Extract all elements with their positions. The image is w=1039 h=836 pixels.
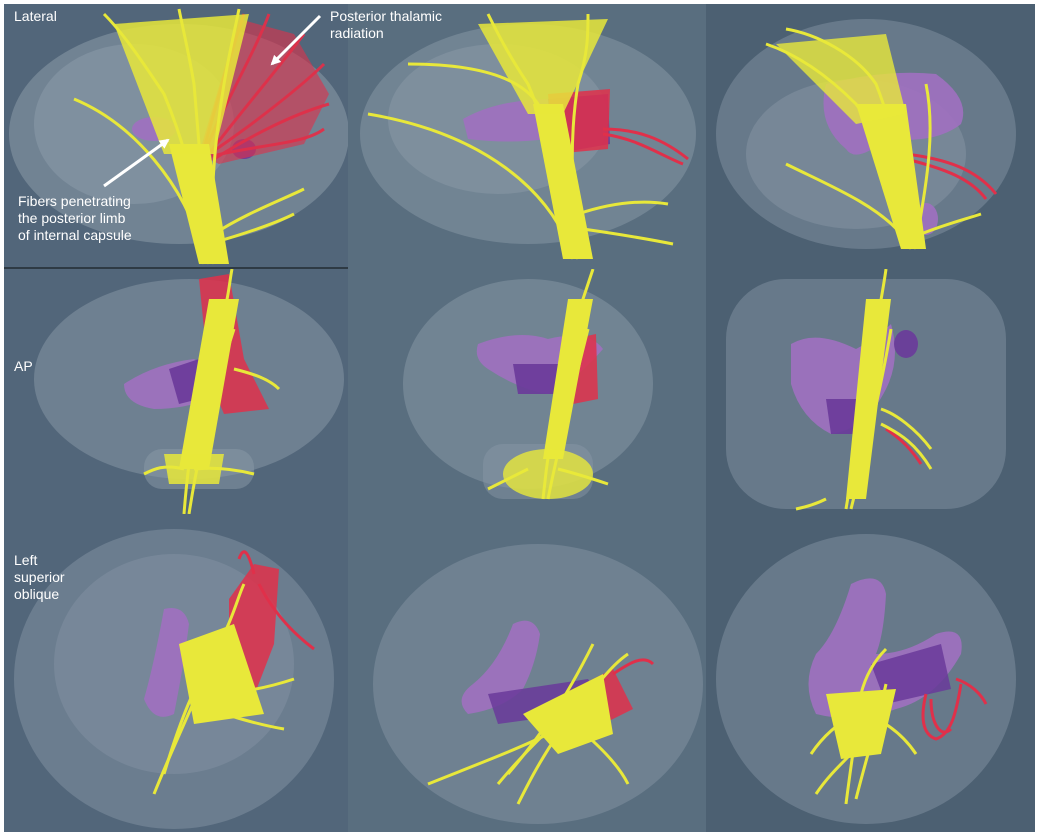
panel-oblique-1 bbox=[4, 514, 348, 832]
brain-render-ap-3 bbox=[726, 269, 1006, 511]
brain-render-oblique-3 bbox=[716, 534, 1016, 824]
thalamic-radiation-fibers bbox=[602, 127, 689, 166]
corticospinal-bundle bbox=[543, 299, 593, 459]
ventricle-shape bbox=[871, 644, 951, 704]
brain-surface bbox=[373, 544, 703, 824]
thalamic-radiation-fibers bbox=[921, 677, 988, 741]
corticospinal-bundle bbox=[179, 299, 239, 469]
row-label-ap: AP bbox=[14, 358, 33, 374]
thalamic-radiation-fibers bbox=[612, 658, 655, 676]
corticospinal-bundle bbox=[533, 104, 593, 259]
corticospinal-bundle bbox=[523, 674, 613, 754]
panel-ap-2 bbox=[348, 269, 706, 514]
annotation-posterior-thalamic: Posterior thalamic radiation bbox=[330, 8, 443, 41]
corticospinal-bundle bbox=[169, 144, 229, 264]
corticospinal-fan bbox=[478, 19, 608, 114]
ventricle-shape bbox=[894, 330, 918, 358]
ventricle-shape bbox=[513, 364, 563, 394]
brain-render-lateral-3 bbox=[716, 19, 1016, 250]
panel-oblique-2 bbox=[348, 514, 706, 832]
panel-ap-1 bbox=[4, 269, 348, 514]
thalamic-radiation-fibers bbox=[905, 152, 998, 200]
annotation-internal-capsule: Fibers penetrating the posterior limb of… bbox=[18, 193, 132, 243]
brain-render-oblique-2 bbox=[373, 544, 703, 824]
corticospinal-base bbox=[503, 449, 593, 499]
brain-render-ap-1 bbox=[34, 269, 344, 514]
brain-render-oblique-1 bbox=[14, 529, 334, 829]
corticospinal-bundle bbox=[856, 104, 926, 249]
panel-oblique-3 bbox=[706, 514, 1035, 832]
row-label-oblique: Left superior oblique bbox=[14, 552, 65, 602]
brain-render-lateral-2 bbox=[360, 13, 696, 260]
panel-ap-3 bbox=[706, 269, 1035, 514]
corticospinal-bundle bbox=[826, 689, 896, 759]
row-label-lateral: Lateral bbox=[14, 8, 57, 24]
corticospinal-bundle bbox=[179, 624, 264, 724]
lateral-divider bbox=[4, 267, 348, 269]
thalamic-radiation-fibers bbox=[885, 427, 923, 465]
corticospinal-bundle bbox=[846, 299, 891, 499]
panel-lateral-2 bbox=[348, 4, 706, 267]
brain-render-ap-2 bbox=[403, 269, 653, 500]
corticospinal-fan bbox=[114, 14, 249, 154]
ventricle-shape bbox=[144, 608, 189, 717]
panel-lateral-3 bbox=[706, 4, 1035, 267]
thalamic-radiation-fibers bbox=[237, 550, 315, 651]
corticospinal-base bbox=[164, 454, 224, 484]
corticospinal-fan bbox=[776, 34, 906, 124]
